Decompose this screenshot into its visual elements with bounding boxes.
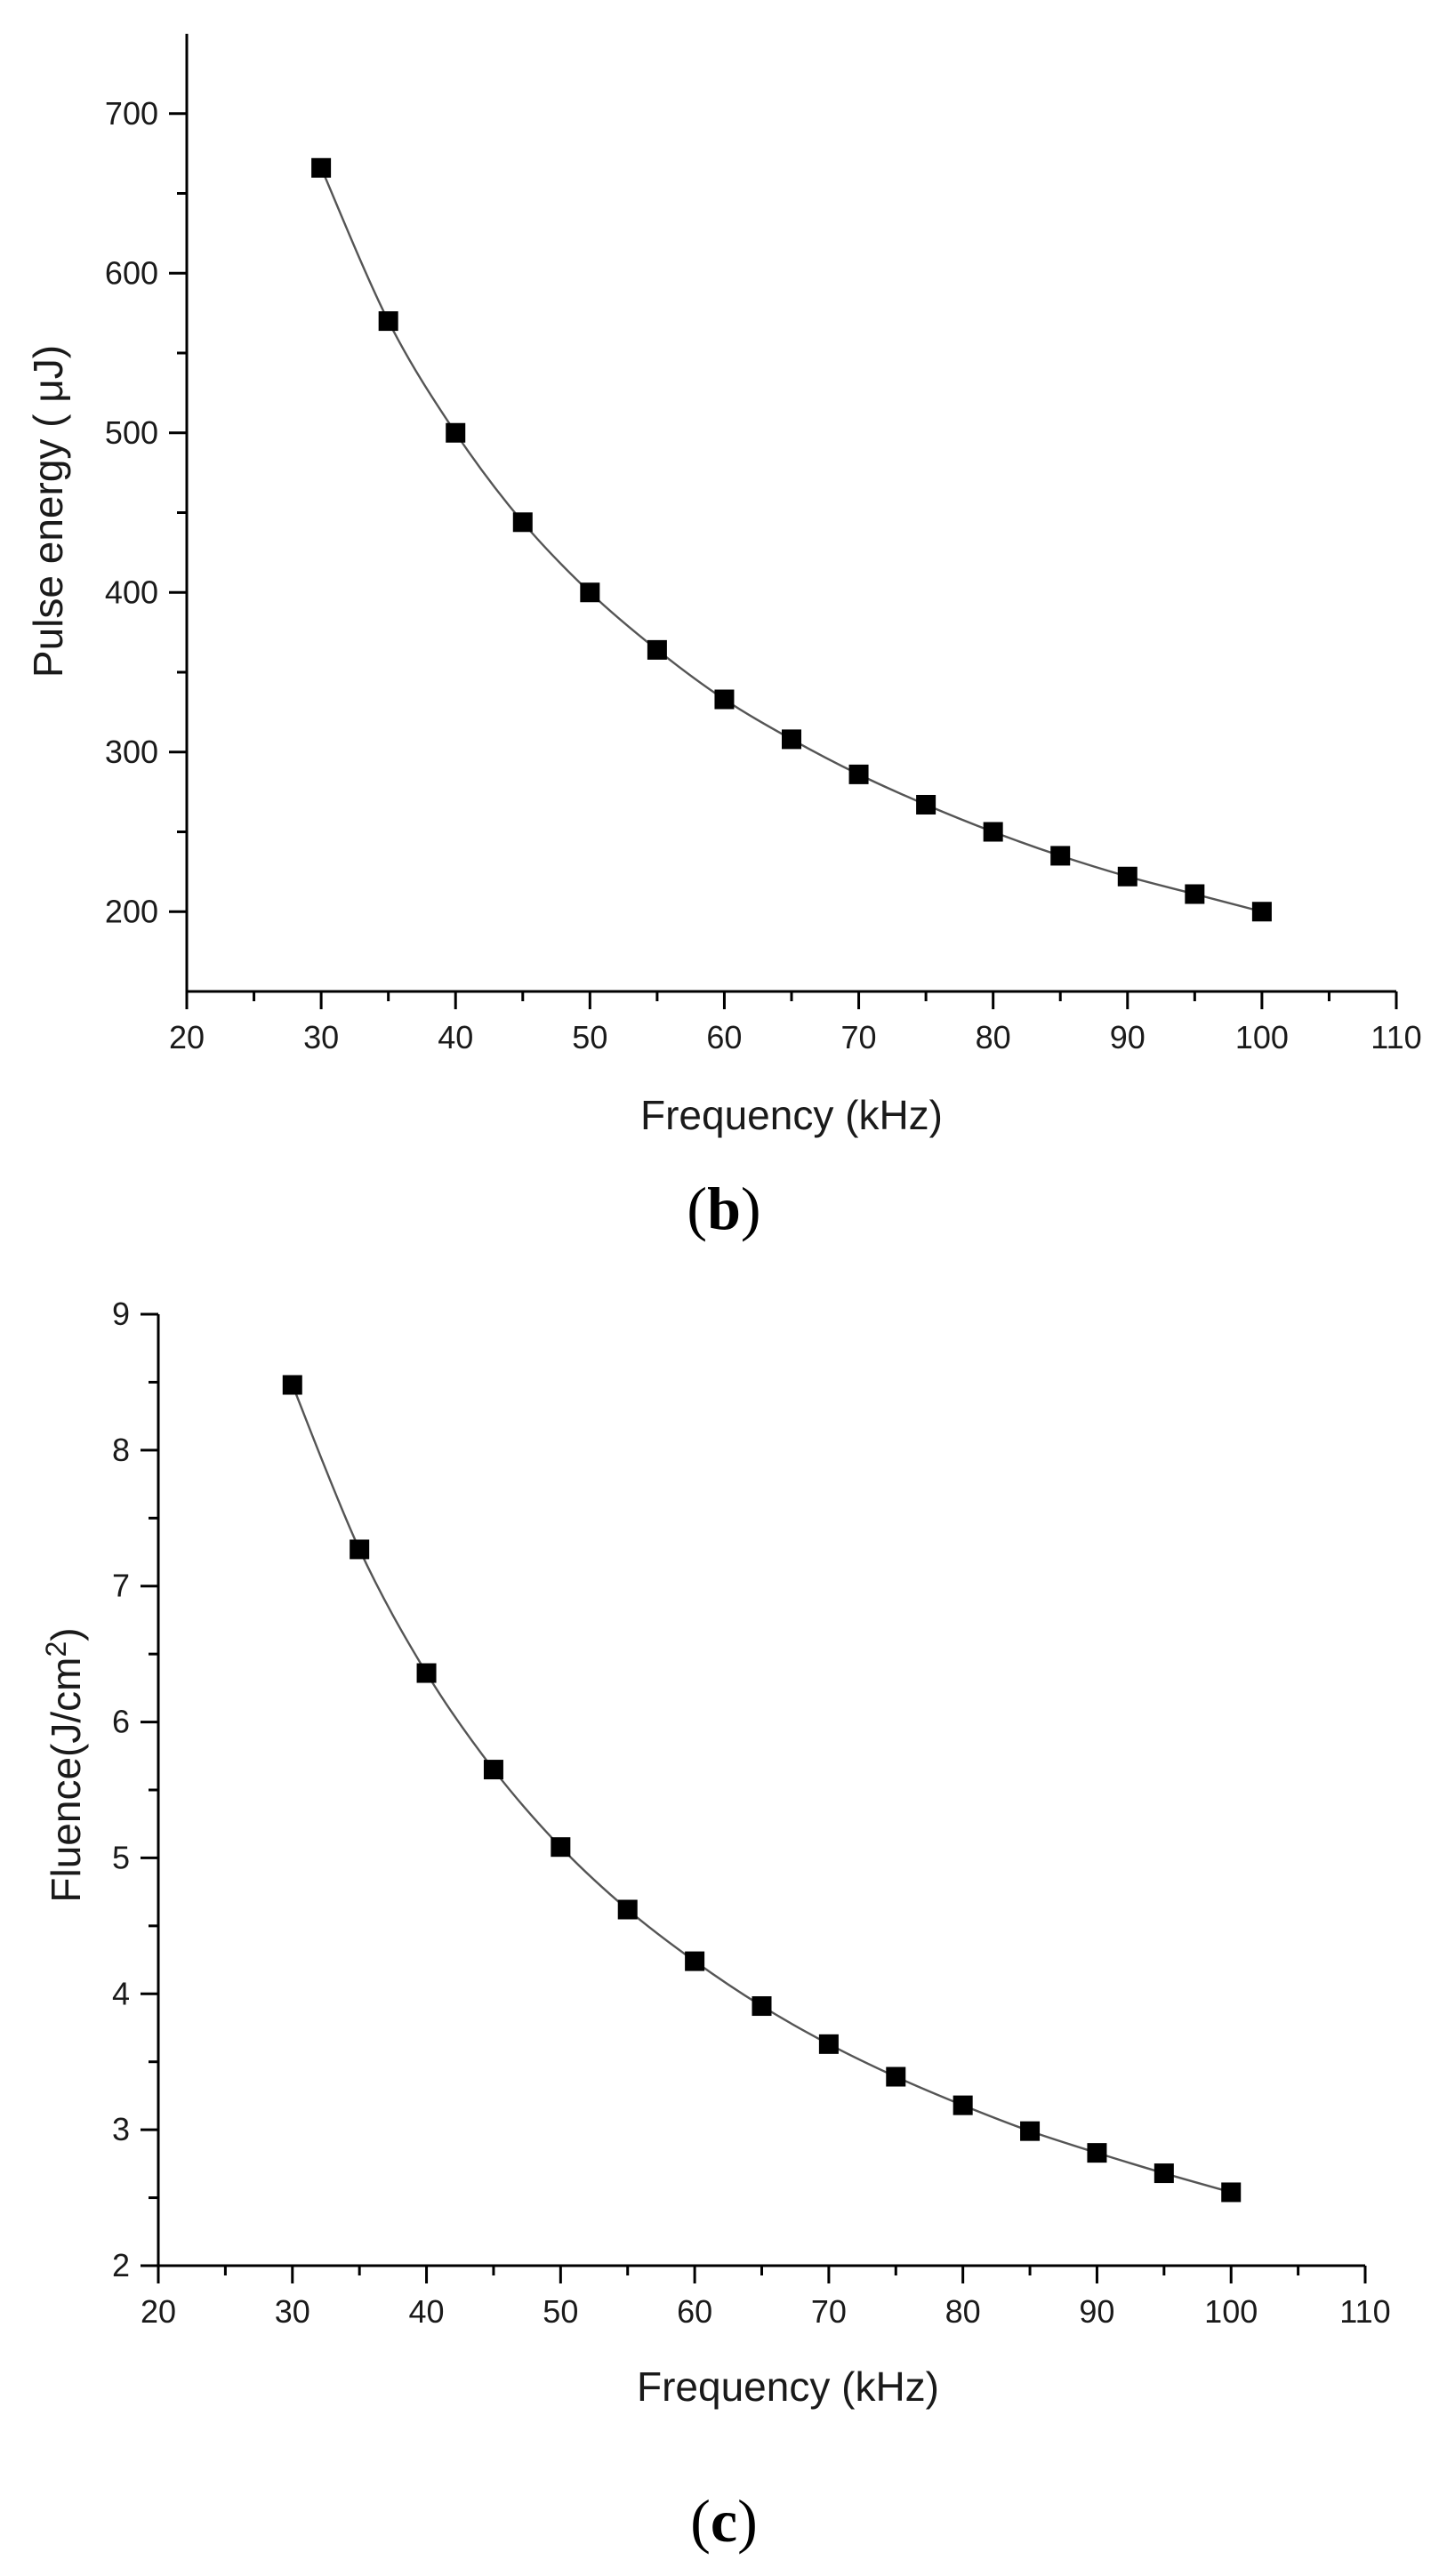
chart-c-data-point: [953, 2095, 973, 2115]
chart-b-x-tick-label: 60: [706, 1019, 742, 1055]
chart-b-x-ticks: 20 30 40 50 60 70 80 90 100 110: [169, 991, 1422, 1055]
chart-b-y-tick-label: 700: [105, 95, 158, 132]
panel-b-label-open: (: [687, 1175, 707, 1242]
chart-c-x-tick-label: 90: [1079, 2293, 1114, 2330]
chart-c-data-point: [1087, 2143, 1107, 2163]
chart-c-data-point: [1020, 2121, 1041, 2141]
chart-b-data-point: [983, 822, 1003, 842]
chart-c-data-point: [350, 1539, 370, 1560]
panel-c-label: (c): [690, 2487, 758, 2555]
chart-c-x-tick-label: 70: [811, 2293, 847, 2330]
chart-c-x-tick-label: 40: [409, 2293, 445, 2330]
chart-b-data-point: [512, 512, 533, 533]
chart-c-data-point: [617, 1899, 638, 1920]
chart-c-x-tick-label: 80: [945, 2293, 981, 2330]
chart-c-y-tick-label: 3: [112, 2111, 130, 2147]
chart-c-data-point: [818, 2034, 839, 2054]
chart-b-x-tick-label: 30: [303, 1019, 339, 1055]
chart-b-x-tick-label: 100: [1235, 1019, 1289, 1055]
chart-c-y-tick-label: 5: [112, 1839, 130, 1875]
chart-b-y-ticks: 200 300 400 500 600 700: [105, 95, 187, 929]
chart-b-data-point: [580, 582, 600, 603]
chart-c-y-tick-label: 6: [112, 1704, 130, 1740]
chart-c-data-point: [551, 1837, 571, 1858]
chart-b-markers: [311, 157, 1272, 922]
chart-b-data-point: [446, 422, 466, 443]
chart-c-x-tick-label: 60: [677, 2293, 712, 2330]
chart-c-x-tick-label: 100: [1204, 2293, 1258, 2330]
chart-b-y-tick-label: 400: [105, 574, 158, 610]
chart-b-y-axis-title: Pulse energy ( μJ): [25, 345, 71, 678]
chart-b: 20 30 40 50 60 70 80 90 100 110 200 300 400 500 600 70…: [25, 34, 1422, 1242]
chart-c-data-point: [416, 1663, 437, 1683]
chart-c-y-axis-title: Fluence(J/cm2): [40, 1627, 89, 1902]
chart-b-y-tick-label: 500: [105, 414, 158, 451]
chart-c-y-axis-title-main: Fluence(J/cm: [43, 1657, 89, 1903]
chart-c-y-tick-label: 9: [112, 1296, 130, 1332]
chart-c-y-axis-title-close: ): [43, 1627, 89, 1641]
chart-c-x-ticks: 20 30 40 50 60 70 80 90 100 110: [141, 2266, 1391, 2330]
chart-b-data-point: [1185, 884, 1205, 904]
panel-b-label-letter: b: [707, 1175, 741, 1242]
chart-b-data-point: [647, 639, 667, 660]
chart-c-data-point: [752, 1996, 772, 2017]
chart-c-data-point: [685, 1951, 705, 1971]
chart-c-y-ticks: 2 3 4 5 6 7 8 9: [112, 1296, 158, 2283]
chart-b-data-point: [916, 794, 937, 815]
chart-b-data-point: [1117, 866, 1138, 887]
chart-c-x-tick-label: 50: [543, 2293, 578, 2330]
chart-b-x-tick-label: 20: [169, 1019, 205, 1055]
chart-c-y-tick-label: 8: [112, 1432, 130, 1468]
chart-c-data-point: [1154, 2163, 1174, 2184]
chart-c-data-point: [282, 1375, 302, 1395]
chart-b-data-point: [1251, 902, 1272, 922]
panel-c-label-open: (: [690, 2487, 711, 2555]
chart-b-data-point: [848, 764, 869, 784]
chart-b-y-tick-label: 200: [105, 893, 158, 929]
chart-c-y-axis-title-sup: 2: [40, 1641, 72, 1657]
panel-c-label-letter: c: [711, 2487, 737, 2555]
chart-b-x-tick-label: 80: [976, 1019, 1011, 1055]
chart-c-y-tick-label: 7: [112, 1568, 130, 1604]
chart-c-x-tick-label: 20: [141, 2293, 176, 2330]
chart-b-data-point: [782, 729, 801, 750]
panel-b-label-close: ): [741, 1175, 761, 1242]
panel-b-label: (b): [687, 1175, 760, 1242]
chart-b-data-point: [1050, 846, 1071, 866]
chart-c-data-point: [886, 2066, 906, 2087]
chart-c-x-axis-title: Frequency (kHz): [637, 2363, 939, 2410]
chart-b-x-axis-title: Frequency (kHz): [640, 1092, 943, 1138]
chart-b-x-tick-label: 90: [1110, 1019, 1146, 1055]
chart-c-markers: [282, 1375, 1242, 2203]
chart-b-data-point: [714, 689, 735, 710]
chart-c: 20 30 40 50 60 70 80 90 100 110 2 3 4 5 6 7 8 9 Frequenc…: [40, 1296, 1391, 2555]
chart-c-y-tick-label: 4: [112, 1975, 130, 2011]
chart-b-x-tick-label: 70: [841, 1019, 877, 1055]
chart-c-data-point: [1221, 2182, 1242, 2203]
chart-c-x-tick-label: 30: [275, 2293, 310, 2330]
panel-c-label-close: ): [737, 2487, 758, 2555]
chart-c-data-point: [483, 1760, 503, 1780]
chart-b-y-tick-label: 300: [105, 734, 158, 770]
chart-b-x-tick-label: 110: [1371, 1019, 1421, 1055]
chart-c-series-line: [291, 1384, 1232, 2194]
chart-b-x-tick-label: 40: [438, 1019, 473, 1055]
chart-c-x-tick-label: 110: [1339, 2293, 1390, 2330]
chart-b-data-point: [378, 311, 398, 332]
chart-c-y-tick-label: 2: [112, 2247, 130, 2283]
chart-b-y-tick-label: 600: [105, 254, 158, 291]
chart-b-data-point: [311, 157, 332, 178]
chart-b-x-tick-label: 50: [572, 1019, 607, 1055]
